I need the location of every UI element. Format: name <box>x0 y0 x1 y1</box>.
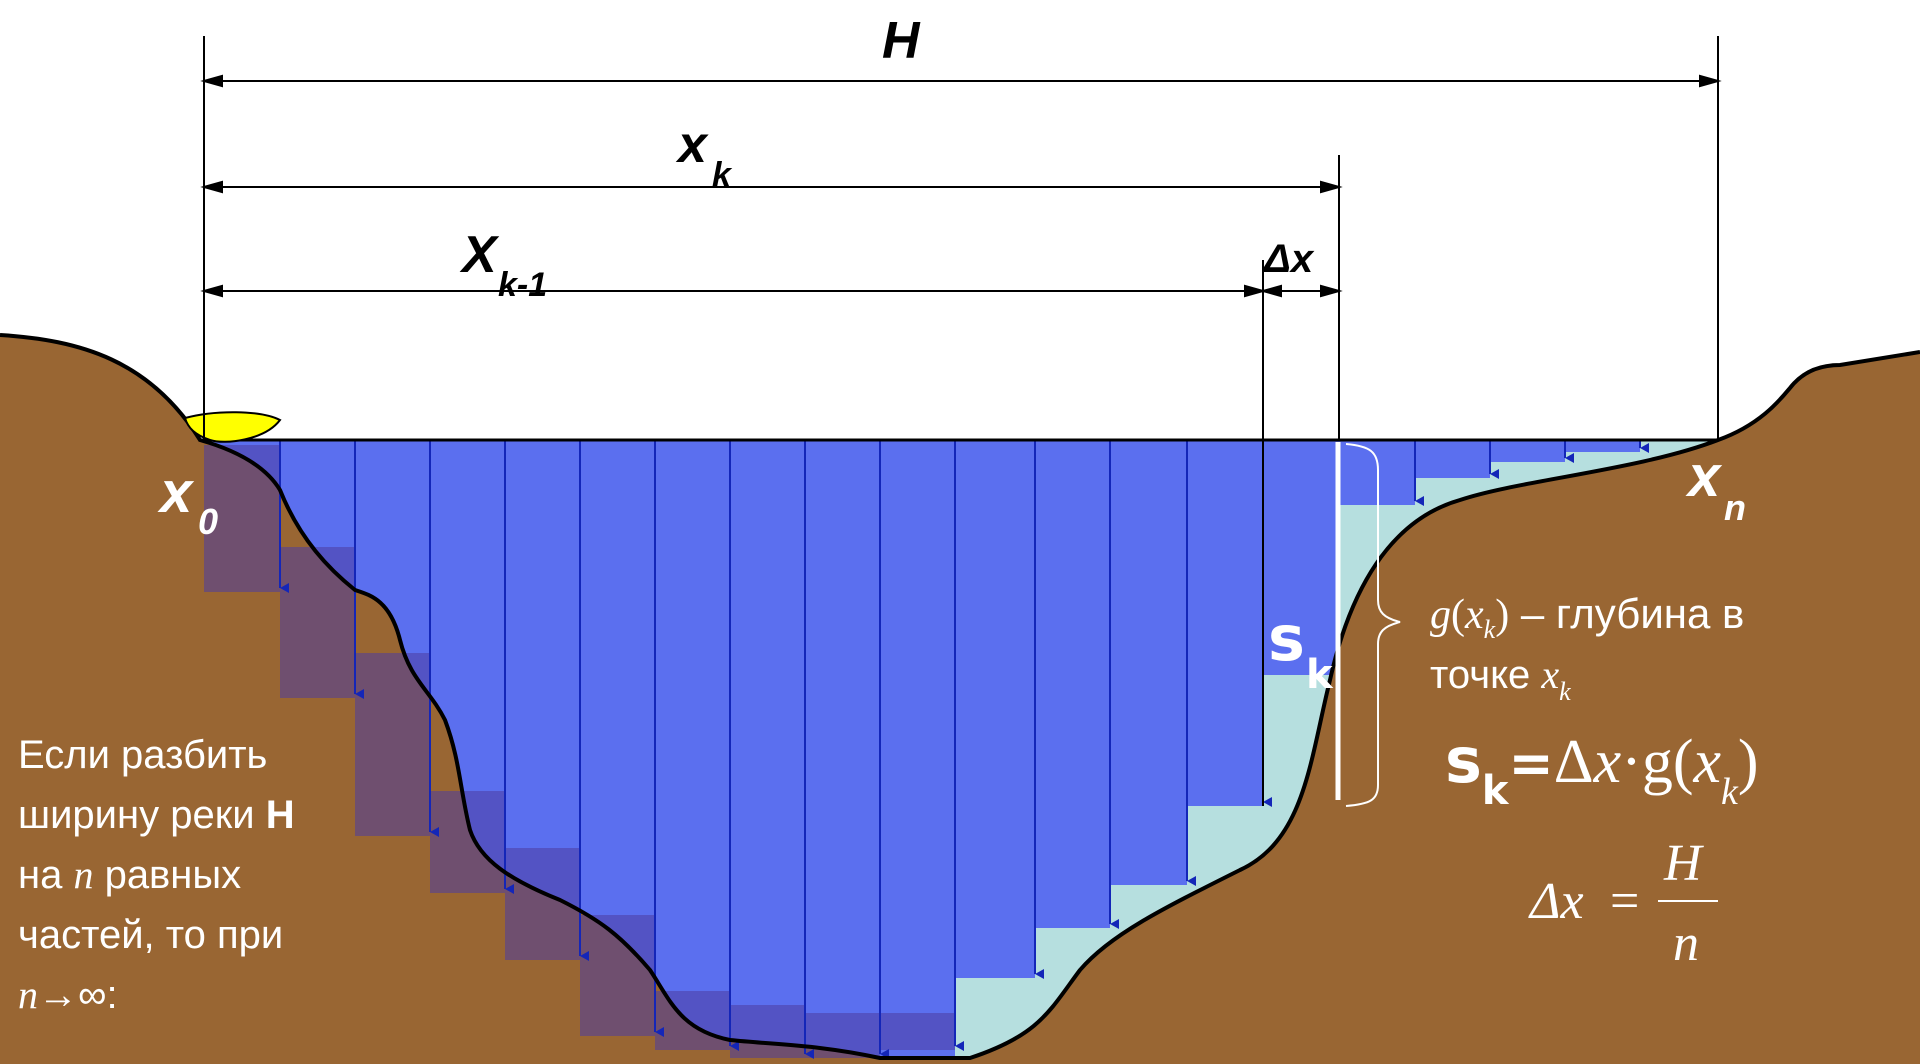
left-text-line4: частей, то при <box>18 913 283 957</box>
left-text-line1: Если разбить <box>18 733 267 777</box>
label-x0: x <box>157 460 195 525</box>
label-xk1: X <box>459 226 500 284</box>
label-sk-sub: k <box>1306 652 1334 698</box>
explanation-left: Если разбить ширину реки H на n равных ч… <box>18 733 295 1017</box>
g-of-xk-description: g(xk) – глубина в <box>1430 590 1744 644</box>
depth-brace <box>1345 443 1401 807</box>
deep-step <box>280 547 355 698</box>
label-xk: x <box>675 116 709 174</box>
boat-icon <box>183 411 282 443</box>
partition-lines <box>279 441 1649 1059</box>
dimension-lines <box>200 36 1722 440</box>
label-dx: Δx <box>1262 237 1315 281</box>
deep-step <box>730 1005 805 1058</box>
label-H: H <box>882 12 921 70</box>
formula-sk: sk=Δx·g(xk) <box>1445 724 1759 814</box>
point-xk-description: точке xk <box>1430 652 1571 706</box>
label-sk: s <box>1268 602 1305 675</box>
deep-step <box>204 445 280 592</box>
deep-step <box>580 915 655 1036</box>
label-xn: x <box>1685 444 1723 509</box>
label-xn-sub: n <box>1724 487 1746 528</box>
explanation-right: g(xk) – глубина в точке xk <box>1430 590 1744 706</box>
label-xk1-sub: k-1 <box>498 266 547 304</box>
deep-step <box>880 1013 955 1050</box>
deep-step <box>430 791 505 893</box>
formula-dx-lhs: Δx <box>1528 873 1584 930</box>
deep-step <box>355 653 430 836</box>
left-text-line3: на n равных <box>18 852 241 897</box>
formula-dx-numerator: H <box>1663 835 1704 892</box>
formula-dx-eq: = <box>1610 873 1639 930</box>
left-text-line5: n→∞: <box>18 972 118 1017</box>
label-xk-sub: k <box>712 156 733 194</box>
deep-steps <box>204 445 955 1058</box>
riverbed-curve <box>0 333 1920 1060</box>
label-x0-sub: 0 <box>198 501 218 542</box>
left-text-line2: ширину реки H <box>18 793 295 837</box>
deep-step <box>655 991 730 1050</box>
formula-dx-denominator: n <box>1673 915 1699 972</box>
